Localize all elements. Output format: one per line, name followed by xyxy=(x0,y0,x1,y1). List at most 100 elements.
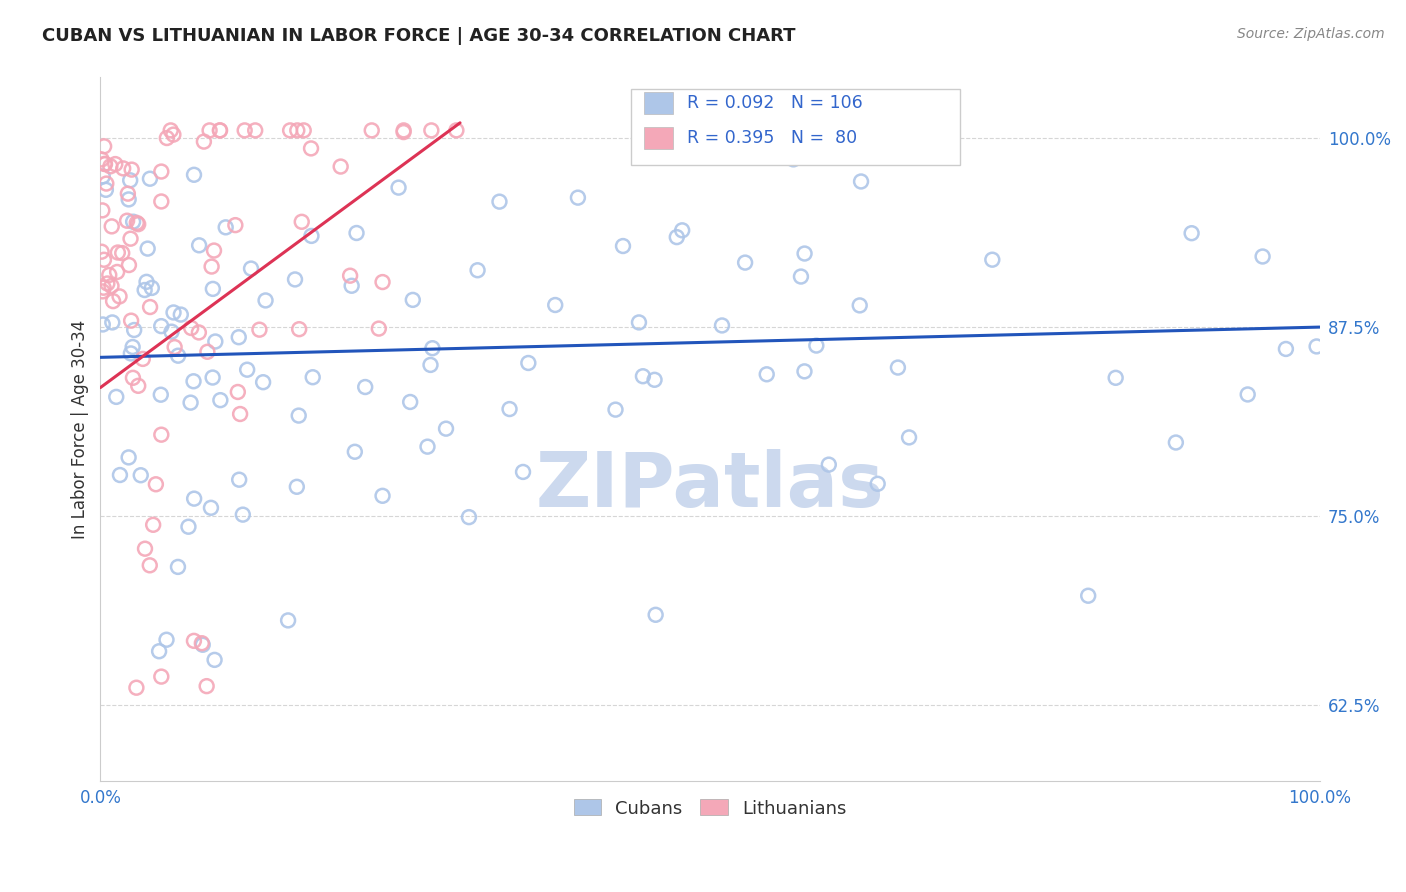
Point xyxy=(107,245,129,260)
Point xyxy=(277,614,299,628)
Point xyxy=(399,395,422,409)
Point xyxy=(139,171,162,186)
Point xyxy=(329,160,352,174)
Point xyxy=(671,223,693,237)
Point xyxy=(100,159,122,173)
Point xyxy=(139,558,162,573)
Point xyxy=(120,313,142,327)
Point xyxy=(446,123,468,137)
Point xyxy=(201,282,224,296)
Point xyxy=(981,252,1004,267)
Point xyxy=(104,157,127,171)
Point xyxy=(150,319,173,334)
Point xyxy=(183,633,205,648)
Point xyxy=(898,430,921,444)
Point xyxy=(627,315,650,329)
Point xyxy=(150,670,173,684)
Point xyxy=(665,230,688,244)
Point xyxy=(1077,589,1099,603)
Point xyxy=(367,321,389,335)
Point xyxy=(278,123,301,137)
Point xyxy=(93,252,115,267)
Point xyxy=(105,265,128,279)
Point xyxy=(1236,387,1258,401)
Point xyxy=(132,351,155,366)
Text: R = 0.092   N = 106: R = 0.092 N = 106 xyxy=(688,95,863,112)
Text: ZIPatlas: ZIPatlas xyxy=(536,449,884,523)
Point xyxy=(354,380,377,394)
Point xyxy=(285,123,308,137)
Point xyxy=(232,508,254,522)
Point xyxy=(145,477,167,491)
Point xyxy=(1105,371,1128,385)
Point xyxy=(160,325,183,339)
Point xyxy=(434,422,457,436)
Point xyxy=(149,388,172,402)
Y-axis label: In Labor Force | Age 30-34: In Labor Force | Age 30-34 xyxy=(72,319,89,539)
Point xyxy=(419,358,441,372)
Point xyxy=(224,218,246,232)
Point xyxy=(118,258,141,272)
Point xyxy=(202,244,225,258)
Point xyxy=(198,123,221,137)
Point xyxy=(422,341,444,355)
Point xyxy=(887,360,910,375)
Point xyxy=(188,238,211,252)
Point xyxy=(644,373,666,387)
Point xyxy=(215,220,238,235)
Point xyxy=(416,440,439,454)
Point xyxy=(127,217,149,231)
Point xyxy=(96,177,118,191)
Point xyxy=(204,653,226,667)
Point xyxy=(183,491,205,506)
Point xyxy=(98,268,121,282)
Point xyxy=(180,321,202,335)
Point xyxy=(183,168,205,182)
Point xyxy=(498,402,520,417)
Text: CUBAN VS LITHUANIAN IN LABOR FORCE | AGE 30-34 CORRELATION CHART: CUBAN VS LITHUANIAN IN LABOR FORCE | AGE… xyxy=(42,27,796,45)
Point xyxy=(1305,339,1327,353)
Point xyxy=(167,560,190,574)
Point xyxy=(1181,226,1204,240)
Point xyxy=(226,384,249,399)
Point xyxy=(228,330,250,344)
Point xyxy=(118,193,141,207)
Point xyxy=(197,344,219,359)
Point xyxy=(458,510,481,524)
Point xyxy=(120,173,142,187)
Point xyxy=(150,194,173,209)
Point xyxy=(125,216,148,230)
Point xyxy=(512,465,534,479)
Point xyxy=(517,356,540,370)
Point xyxy=(162,305,184,319)
Point xyxy=(91,169,114,184)
Point xyxy=(183,374,205,388)
Point xyxy=(117,186,139,201)
Point xyxy=(200,500,222,515)
Point xyxy=(91,318,114,332)
Point xyxy=(91,285,114,299)
Point xyxy=(187,326,209,340)
Legend: Cubans, Lithuanians: Cubans, Lithuanians xyxy=(567,792,853,825)
Point xyxy=(121,340,143,354)
Point xyxy=(180,395,202,409)
Point xyxy=(156,131,179,145)
Point xyxy=(105,390,128,404)
Point xyxy=(346,226,368,240)
Point xyxy=(209,393,232,408)
Point xyxy=(420,123,443,137)
Point xyxy=(605,402,627,417)
Point xyxy=(100,219,122,234)
Point xyxy=(340,278,363,293)
Point xyxy=(287,409,309,423)
Point xyxy=(163,340,186,354)
Point xyxy=(488,194,510,209)
Point xyxy=(236,362,259,376)
Point xyxy=(90,153,112,167)
Point xyxy=(191,636,214,650)
Point xyxy=(136,242,159,256)
Point xyxy=(125,681,148,695)
Point xyxy=(111,246,134,260)
Point xyxy=(129,468,152,483)
Point xyxy=(162,128,184,142)
